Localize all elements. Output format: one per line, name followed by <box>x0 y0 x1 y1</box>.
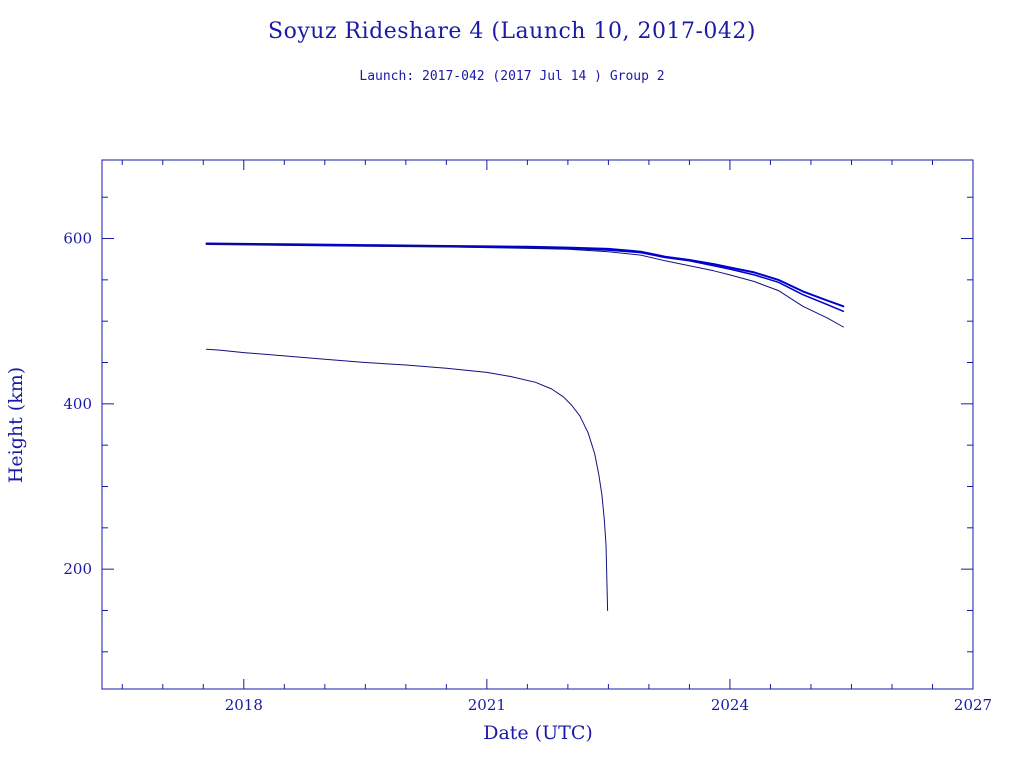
y-tick-label: 400 <box>63 395 92 413</box>
x-tick-label: 2018 <box>225 696 263 714</box>
y-axis-label: Height (km) <box>5 367 27 483</box>
plot-frame <box>101 159 974 690</box>
x-tick-label: 2024 <box>711 696 749 714</box>
chart-subtitle: Launch: 2017-042 (2017 Jul 14 ) Group 2 <box>359 69 664 84</box>
series-line-2 <box>205 243 845 313</box>
y-tick-label: 200 <box>63 560 92 578</box>
x-tick-label: 2027 <box>954 696 992 714</box>
x-axis-label: Date (UTC) <box>483 722 593 744</box>
x-tick-label: 2021 <box>468 696 506 714</box>
series-line-4 <box>206 348 609 611</box>
y-axis: 200 400 600 <box>63 196 973 653</box>
series-line-1 <box>205 242 845 308</box>
x-axis: 2018 2021 2024 2027 <box>121 160 992 714</box>
chart-title: Soyuz Rideshare 4 (Launch 10, 2017-042) <box>268 19 756 44</box>
series-line-3 <box>206 243 844 328</box>
series-group <box>205 242 845 611</box>
y-tick-label: 600 <box>63 230 92 248</box>
